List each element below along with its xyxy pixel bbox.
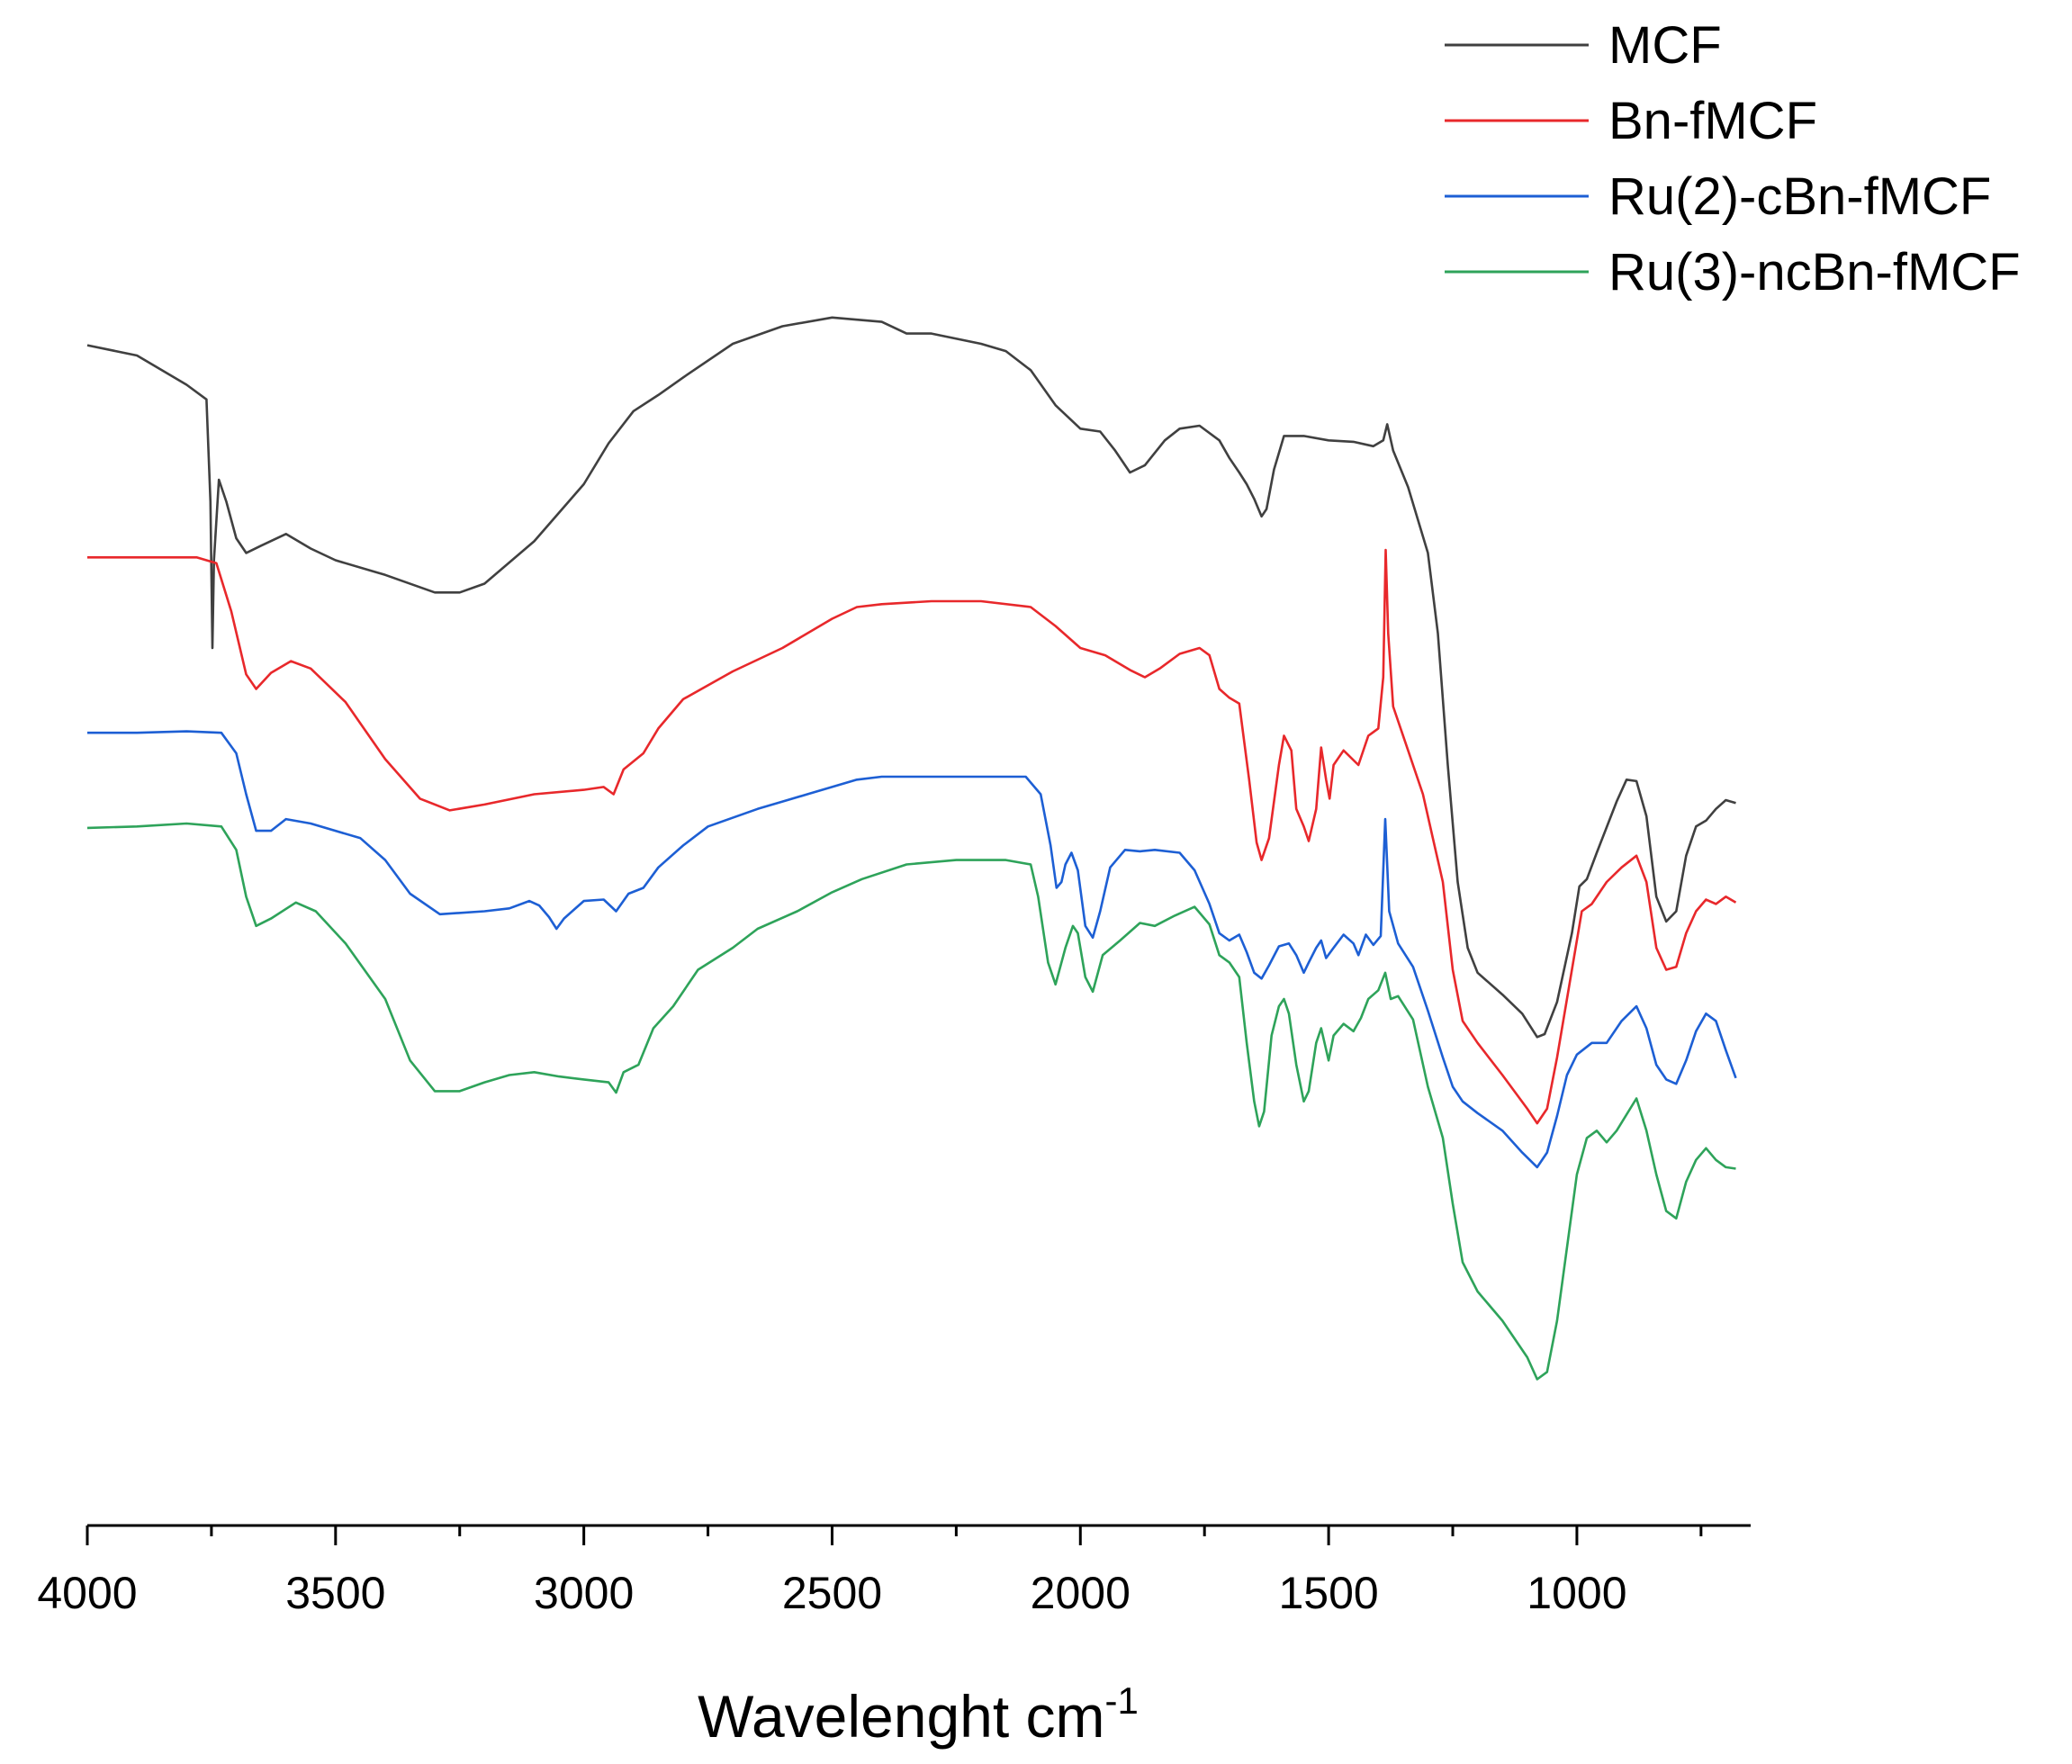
series-line-2 <box>87 548 1737 1125</box>
legend-label: Bn-fMCF <box>1608 92 1817 150</box>
x-axis-title-superscript: -1 <box>1105 1679 1139 1722</box>
series-line-4 <box>86 822 1736 1381</box>
x-axis-title-text: Wavelenght cm <box>698 1683 1104 1750</box>
series-line-1 <box>86 316 1736 1039</box>
x-tick-label: 1500 <box>1278 1568 1378 1618</box>
x-tick-label: 2500 <box>782 1568 882 1618</box>
x-tick-label: 4000 <box>37 1568 137 1618</box>
legend: MCF Bn-fMCF Ru(2)-cBn-fMCF Ru(3)-ncBn-fMCF <box>1445 16 2021 302</box>
series-line-3 <box>87 730 1737 1169</box>
plot-area <box>86 316 1737 1381</box>
x-tick-label: 3000 <box>534 1568 634 1618</box>
x-axis: 4000 3500 3000 2500 2000 1500 1000 <box>37 1524 1751 1618</box>
legend-label: Ru(3)-ncBn-fMCF <box>1608 243 2021 302</box>
x-axis-title: Wavelenght cm-1 <box>698 1679 1139 1750</box>
x-tick-label: 2000 <box>1031 1568 1131 1618</box>
legend-label: Ru(2)-cBn-fMCF <box>1608 167 1991 226</box>
x-tick-label: 3500 <box>285 1568 385 1618</box>
x-tick-label: 1000 <box>1527 1568 1626 1618</box>
legend-label: MCF <box>1608 16 1722 75</box>
